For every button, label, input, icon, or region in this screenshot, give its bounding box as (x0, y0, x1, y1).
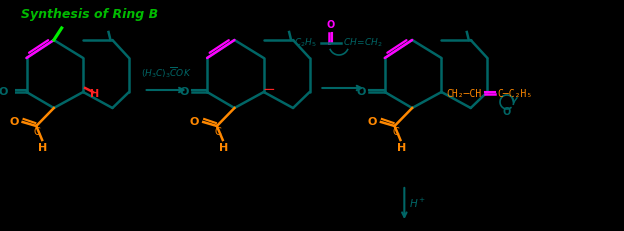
Text: C─C₂H₅: C─C₂H₅ (497, 89, 532, 99)
Text: $C_2H_5$: $C_2H_5$ (295, 37, 317, 49)
Text: Synthesis of Ring B: Synthesis of Ring B (21, 8, 158, 21)
Text: H: H (219, 143, 228, 153)
Text: −: − (262, 82, 275, 97)
Text: $H^+$: $H^+$ (409, 197, 427, 210)
Text: O: O (503, 107, 511, 117)
Text: O: O (0, 87, 8, 97)
Text: O: O (9, 117, 19, 127)
Text: O: O (357, 87, 366, 97)
Text: H: H (90, 89, 99, 99)
Text: H: H (39, 143, 48, 153)
Text: C: C (392, 127, 399, 137)
Text: O: O (190, 117, 199, 127)
Text: C: C (215, 127, 222, 137)
Text: O: O (326, 20, 334, 30)
Text: C: C (34, 127, 41, 137)
Text: O: O (368, 117, 377, 127)
Text: H: H (397, 143, 406, 153)
Text: $(H_3C)_3\overline{C}OK$: $(H_3C)_3\overline{C}OK$ (141, 65, 192, 80)
Text: CH₂─CH: CH₂─CH (446, 89, 482, 99)
Text: $CH\!=\!CH_2$: $CH\!=\!CH_2$ (343, 37, 383, 49)
Text: O: O (179, 87, 188, 97)
